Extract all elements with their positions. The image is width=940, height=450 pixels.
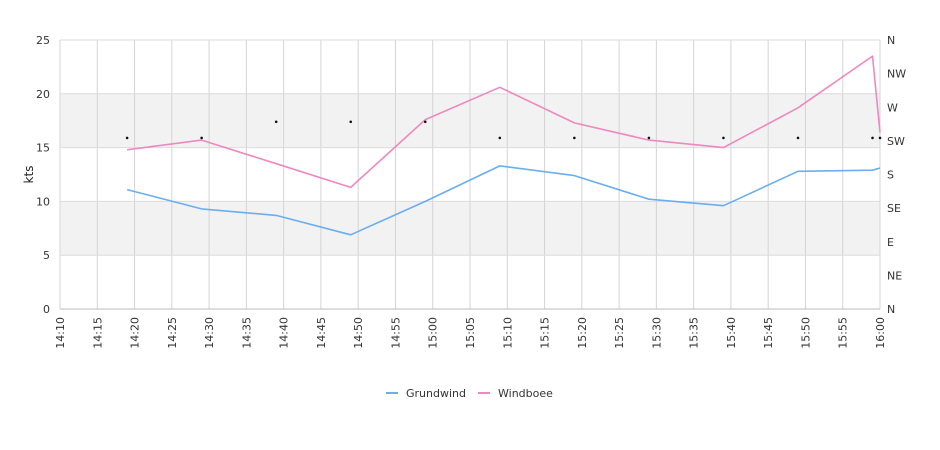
x-tick-label: 14:10: [54, 317, 67, 349]
x-tick-label: 14:40: [278, 317, 291, 349]
direction-marker: [423, 120, 427, 124]
series-lines: [126, 55, 881, 236]
x-axis-ticks: 14:10 14:15 14:20 14:25 14:30 14:35 14:40 14:45…: [54, 317, 887, 349]
y-tick-label: 20: [36, 88, 50, 101]
y2-tick-label: SW: [887, 135, 905, 148]
x-tick-label: 15:25: [613, 317, 626, 349]
y2-axis-ticks: N NE E SE S SW W NW N: [887, 34, 906, 316]
x-tick-label: 14:45: [315, 317, 328, 349]
x-tick-label: 15:55: [837, 317, 850, 349]
x-tick-label: 15:00: [427, 317, 440, 349]
x-tick-label: 15:40: [725, 317, 738, 349]
series-line-windboee: [126, 55, 881, 189]
x-tick-label: 14:20: [129, 317, 142, 349]
x-tick-label: 15:10: [501, 317, 514, 349]
y2-tick-label: N: [887, 303, 895, 316]
y2-tick-label: E: [887, 236, 894, 249]
y-tick-label: 15: [36, 142, 50, 155]
y-tick-label: 25: [36, 34, 50, 47]
direction-marker: [125, 136, 129, 140]
y-tick-label: 10: [36, 195, 50, 208]
direction-marker: [573, 136, 576, 140]
y2-tick-label: S: [887, 169, 894, 182]
y-axis-ticks: 0 5 10 15 20 25: [36, 34, 50, 316]
legend: Grundwind Windboee: [386, 387, 553, 400]
direction-marker: [274, 120, 278, 124]
x-tick-label: 14:50: [352, 317, 365, 349]
x-tick-label: 16:00: [874, 317, 887, 349]
x-tick-label: 14:35: [240, 317, 253, 349]
direction-markers: [125, 120, 882, 140]
direction-marker: [349, 120, 353, 124]
direction-marker: [498, 136, 502, 140]
y2-tick-label: NE: [887, 269, 902, 282]
x-tick-label: 15:05: [464, 317, 477, 349]
y-tick-label: 5: [43, 249, 50, 262]
x-tick-label: 15:20: [576, 317, 589, 349]
legend-label: Grundwind: [406, 387, 466, 400]
x-tick-label: 14:25: [166, 317, 179, 349]
y2-tick-label: SE: [887, 202, 901, 215]
x-tick-label: 14:15: [91, 317, 104, 349]
x-tick-label: 15:30: [650, 317, 663, 349]
y2-tick-label: W: [887, 101, 898, 114]
x-tick-label: 14:30: [203, 317, 216, 349]
direction-marker: [200, 136, 203, 140]
grid-lines: [59, 39, 881, 310]
direction-marker: [647, 136, 651, 140]
x-tick-label: 15:50: [799, 317, 812, 349]
direction-marker: [722, 136, 725, 140]
series-line-grundwind: [126, 165, 881, 236]
y2-tick-label: N: [887, 34, 895, 47]
direction-marker: [871, 136, 874, 140]
x-tick-label: 15:45: [762, 317, 775, 349]
y-tick-label: 0: [43, 303, 50, 316]
x-tick-label: 15:15: [539, 317, 552, 349]
y-axis-label: kts: [22, 166, 36, 184]
direction-marker: [878, 136, 882, 140]
legend-label: Windboee: [498, 387, 553, 400]
direction-marker: [796, 136, 800, 140]
x-tick-label: 14:55: [389, 317, 402, 349]
x-tick-label: 15:35: [688, 317, 701, 349]
y2-tick-label: NW: [887, 68, 906, 81]
